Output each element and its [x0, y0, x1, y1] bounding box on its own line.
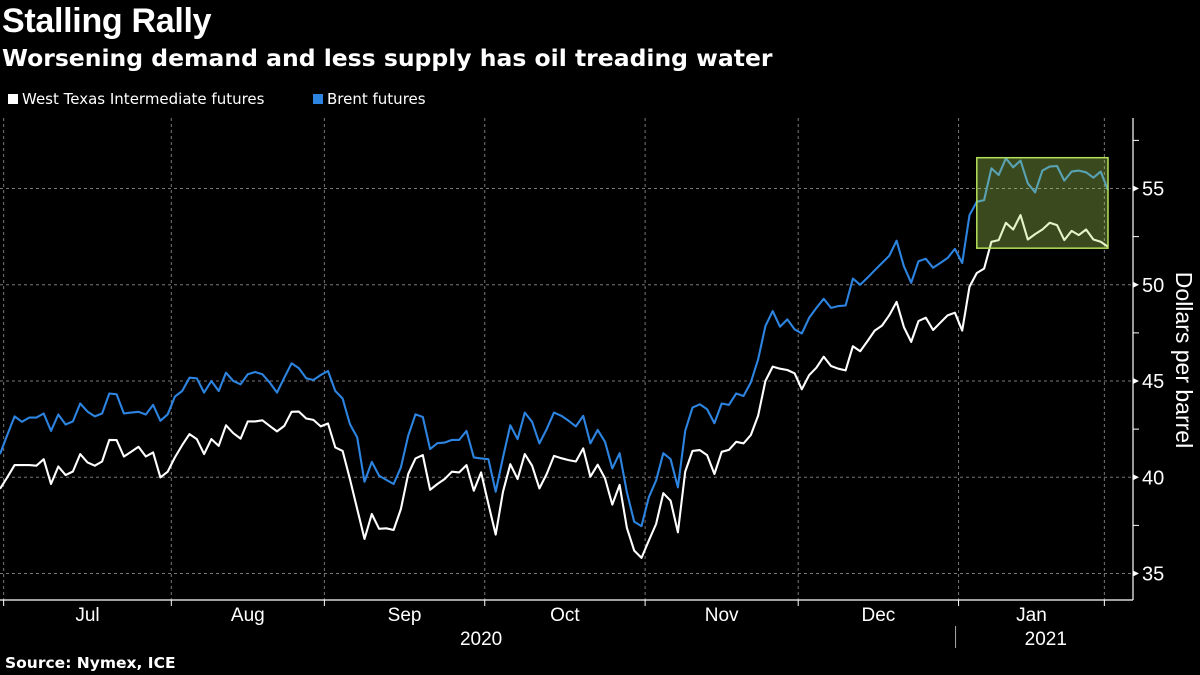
- y-tick-label: 55: [1142, 179, 1164, 201]
- y-tick-label: 45: [1142, 371, 1164, 393]
- source-note: Source: Nymex, ICE: [5, 654, 176, 672]
- y-tick-label: 35: [1142, 564, 1164, 586]
- x-tick-label: Nov: [705, 605, 739, 626]
- legend-label-wti: West Texas Intermediate futures: [22, 90, 265, 108]
- y-axis-label: Dollars per barrel: [1171, 272, 1197, 448]
- legend-item-wti: West Texas Intermediate futures: [8, 90, 264, 108]
- year-label-2020: 2020: [460, 629, 502, 650]
- chart-title: Stalling Rally: [2, 2, 212, 40]
- x-tick-label: Sep: [388, 605, 422, 626]
- year-label-2021: 2021: [1025, 629, 1067, 650]
- x-tick-label: Oct: [550, 605, 580, 626]
- series-line-wti: [0, 214, 1109, 559]
- y-tick-mark: [1133, 281, 1139, 288]
- gridlines: [0, 118, 1133, 600]
- y-tick-mark: [1133, 570, 1139, 577]
- x-tick-label: Aug: [231, 605, 265, 626]
- chart-subtitle: Worsening demand and less supply has oil…: [2, 44, 773, 72]
- y-tick-mark: [1133, 378, 1139, 384]
- y-tick-mark: [1133, 185, 1139, 192]
- legend-label-brent: Brent futures: [327, 90, 426, 108]
- legend-swatch-brent: [313, 94, 323, 104]
- legend-swatch-wti: [8, 94, 18, 104]
- y-tick-label: 50: [1142, 275, 1164, 297]
- highlight-box: [976, 156, 1109, 249]
- series-line-brent: [0, 157, 1109, 528]
- x-tick-label: Dec: [861, 605, 895, 626]
- axes: 35 40 45 50 55 Jul Aug Sep Oct Nov Dec Jan 2020 2021: [0, 118, 1164, 650]
- x-tick-label: Jan: [1016, 605, 1047, 626]
- y-tick-label: 40: [1142, 467, 1164, 489]
- y-tick-mark: [1133, 474, 1139, 481]
- legend-item-brent: Brent futures: [313, 90, 426, 108]
- series-lines: [0, 157, 1109, 559]
- x-tick-label: Jul: [75, 605, 99, 626]
